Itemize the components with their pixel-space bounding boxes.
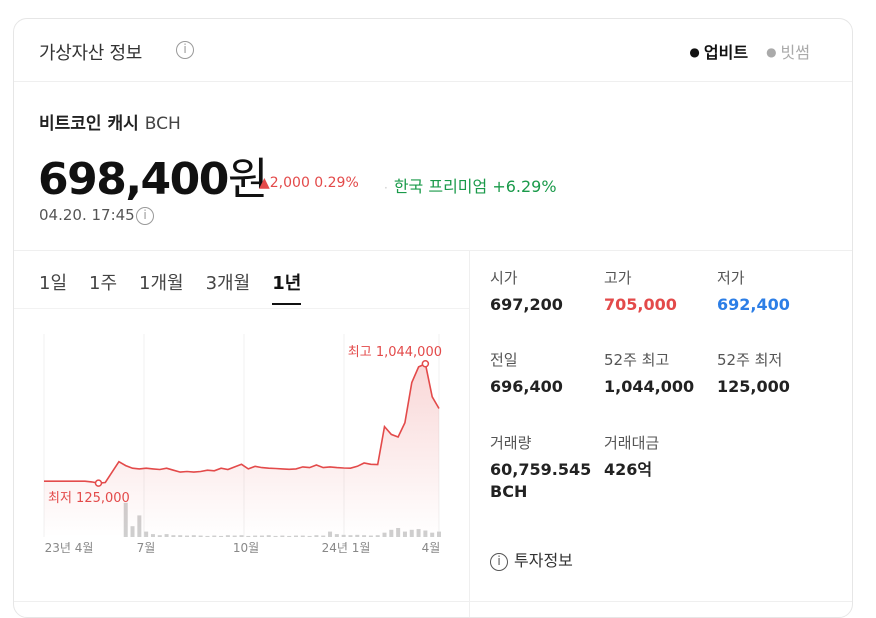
stat-high: 고가 705,000: [604, 267, 714, 316]
tab-upbit[interactable]: ● 업비트: [689, 39, 748, 63]
stat-label: 저가: [717, 269, 745, 287]
divider: [14, 601, 852, 602]
stat-low: 저가 692,400: [717, 267, 827, 316]
exchange-tabs: ● 업비트 ● 빗썸: [689, 39, 810, 63]
tab-1w[interactable]: 1주: [89, 273, 118, 294]
price-area: [44, 363, 439, 537]
stat-trade-value: 거래대금 426억: [604, 432, 714, 481]
tab-upbit-label: 업비트: [703, 43, 749, 62]
tab-bithumb[interactable]: ● 빗썸: [766, 39, 810, 63]
bullet-icon: ●: [766, 45, 777, 59]
card-title: 가상자산 정보: [39, 43, 142, 64]
info-icon: i: [490, 552, 508, 571]
stat-value: 125,000: [717, 377, 790, 396]
tab-1y[interactable]: 1년: [272, 269, 302, 305]
asset-name: 비트코인 캐시 BCH: [39, 109, 181, 134]
investment-info-label: 투자정보: [514, 551, 573, 570]
stat-value: 692,400: [717, 295, 790, 314]
korea-premium: · 한국 프리미엄 +6.29%: [384, 173, 557, 197]
x-tick-label: 10월: [233, 541, 259, 555]
divider: [14, 308, 469, 309]
stat-label: 52주 최고: [604, 351, 670, 369]
premium-label: 한국 프리미엄: [393, 177, 488, 196]
card-header: 가상자산 정보 i ● 업비트 ● 빗썸: [14, 19, 852, 82]
stat-label: 고가: [604, 269, 632, 287]
investment-info-link[interactable]: i 투자정보: [490, 547, 573, 571]
tab-1m[interactable]: 1개월: [139, 273, 184, 294]
stat-value: 705,000: [604, 295, 677, 314]
premium-value: +6.29%: [492, 177, 557, 196]
high-label: 최고 1,044,000: [348, 345, 442, 360]
high-marker: [421, 360, 430, 368]
crypto-info-card: 가상자산 정보 i ● 업비트 ● 빗썸 비트코인 캐시 BCH 698,400원 ▲…: [13, 18, 853, 618]
low-label: 최저 125,000: [48, 491, 130, 506]
current-price: 698,400원: [38, 143, 268, 207]
tab-3m[interactable]: 3개월: [205, 273, 251, 294]
stat-value: 426억: [604, 460, 653, 479]
price-timestamp: 04.20. 17:45: [39, 206, 135, 224]
stat-label: 거래대금: [604, 434, 660, 452]
x-tick-label: 7월: [137, 541, 156, 555]
stat-open: 시가 697,200: [490, 267, 600, 316]
stat-value: 1,044,000: [604, 377, 695, 396]
stat-label: 52주 최저: [717, 351, 783, 369]
stat-value: 696,400: [490, 377, 563, 396]
x-tick-label: 23년 4월: [45, 541, 94, 555]
divider-vertical: [469, 250, 470, 617]
stat-52w-high: 52주 최고 1,044,000: [604, 349, 714, 398]
price-line: [44, 362, 440, 485]
stat-value: 60,759.545 BCH: [490, 460, 592, 501]
period-tabs: 1일 1주 1개월 3개월 1년: [39, 269, 302, 305]
divider: [14, 250, 852, 251]
stat-label: 거래량: [490, 434, 532, 452]
info-icon[interactable]: i: [176, 41, 194, 59]
stat-label: 시가: [490, 269, 518, 287]
asset-name-text: 비트코인 캐시: [39, 114, 139, 134]
tab-bithumb-label: 빗썸: [780, 43, 810, 62]
stat-prev-close: 전일 696,400: [490, 349, 600, 398]
stat-volume: 거래량 60,759.545 BCH: [490, 432, 592, 503]
separator-dot: ·: [384, 181, 388, 195]
stat-52w-low: 52주 최저 125,000: [717, 349, 827, 398]
price-change: ▲2,000 0.29%: [259, 175, 359, 191]
asset-symbol: BCH: [144, 114, 181, 134]
price-value: 698,400: [38, 154, 229, 205]
stat-label: 전일: [490, 351, 518, 369]
price-chart[interactable]: 최고 1,044,000 최저 125,000 23년 4월 7월 10월 24년 1…: [14, 319, 469, 564]
price-unit: 원: [227, 154, 269, 205]
x-tick-label: 4월: [422, 541, 441, 555]
timestamp-info-icon[interactable]: i: [136, 207, 154, 225]
bullet-icon: ●: [689, 45, 700, 59]
tab-1d[interactable]: 1일: [39, 273, 68, 294]
x-tick-label: 24년 1월: [322, 541, 371, 555]
stat-value: 697,200: [490, 295, 563, 314]
low-marker: [94, 479, 103, 487]
